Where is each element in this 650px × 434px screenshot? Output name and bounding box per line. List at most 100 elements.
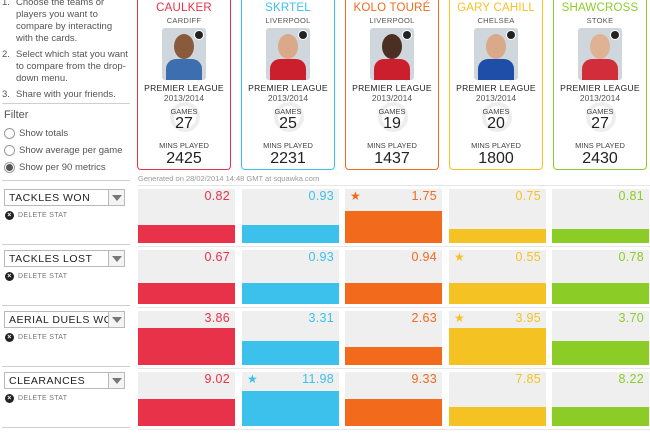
radio-button-selected[interactable] — [4, 162, 15, 173]
photo-head — [382, 34, 402, 59]
delete-stat-button[interactable]: × DELETE STAT — [5, 211, 67, 220]
mins-value: 1437 — [374, 150, 410, 167]
games-block: GAMES 27 — [138, 102, 230, 137]
stat-bar — [449, 229, 546, 243]
stat-value: 11.98 — [302, 372, 334, 386]
games-label: GAMES — [586, 107, 614, 116]
sidebar-divider — [2, 103, 130, 104]
filter-option-per-90[interactable]: Show per 90 metrics — [4, 162, 106, 173]
player-club: LIVERPOOL — [265, 16, 311, 25]
games-value: 19 — [383, 115, 401, 132]
filter-option-average-per-game[interactable]: Show average per game — [4, 145, 123, 156]
stat-cell: 1.75 ★ — [345, 189, 442, 243]
close-icon: × — [5, 272, 14, 281]
delete-stat-button[interactable]: × DELETE STAT — [5, 272, 67, 281]
stat-dropdown[interactable]: TACKLES LOST — [4, 250, 125, 267]
stat-cell: 9.02 — [138, 372, 235, 426]
stat-cell: 0.93 — [242, 189, 339, 243]
mins-value: 2430 — [582, 150, 618, 167]
club-badge-icon — [506, 30, 516, 40]
player-photo — [578, 28, 622, 80]
games-label: GAMES — [170, 107, 198, 116]
games-block: GAMES 25 — [242, 102, 334, 137]
chevron-down-icon[interactable] — [108, 312, 124, 327]
games-value: 27 — [175, 115, 193, 132]
stat-cell: 0.82 — [138, 189, 235, 243]
star-icon: ★ — [454, 311, 465, 325]
mins-value: 1800 — [478, 150, 514, 167]
mins-label: MINS PLAYED — [575, 141, 625, 150]
mins-value: 2231 — [270, 150, 306, 167]
stat-value: 0.78 — [618, 250, 644, 264]
games-ring — [482, 102, 512, 132]
step-text: Select which stat you want to compare fr… — [16, 49, 128, 84]
player-club: LIVERPOOL — [369, 16, 415, 25]
photo-head — [278, 34, 298, 59]
player-card[interactable]: KOLO TOURÉ LIVERPOOL PREMIER LEAGUE 2013… — [345, 0, 439, 170]
stat-dropdown[interactable]: CLEARANCES — [4, 372, 125, 389]
stat-cell: 7.85 — [449, 372, 546, 426]
club-badge-icon — [610, 30, 620, 40]
player-club: STOKE — [586, 16, 614, 25]
player-season: 2013/2014 — [579, 93, 621, 103]
stat-value: 0.93 — [308, 250, 334, 264]
stat-cell: 0.93 — [242, 250, 339, 304]
games-block: GAMES 19 — [346, 102, 438, 137]
stat-value: 3.31 — [308, 311, 334, 325]
games-label: GAMES — [482, 107, 510, 116]
chevron-down-icon[interactable] — [108, 251, 124, 266]
delete-stat-label: DELETE STAT — [18, 395, 68, 402]
player-card[interactable]: GARY CAHILL CHELSEA PREMIER LEAGUE 2013/… — [449, 0, 543, 170]
chevron-down-icon[interactable] — [108, 373, 124, 388]
delete-stat-button[interactable]: × DELETE STAT — [5, 394, 67, 403]
player-card[interactable]: CAULKER CARDIFF PREMIER LEAGUE 2013/2014… — [137, 0, 231, 170]
player-photo — [370, 28, 414, 80]
sidebar-divider — [2, 180, 130, 181]
delete-stat-label: DELETE STAT — [18, 273, 68, 280]
mins-label: MINS PLAYED — [159, 141, 209, 150]
radio-button[interactable] — [4, 145, 15, 156]
player-card[interactable]: SHAWCROSS STOKE PREMIER LEAGUE 2013/2014… — [553, 0, 647, 170]
stat-bar — [552, 407, 649, 426]
instruction-step-3: 3. Share with your friends. — [2, 89, 130, 101]
player-season: 2013/2014 — [475, 93, 517, 103]
delete-stat-button[interactable]: × DELETE STAT — [5, 333, 67, 342]
player-card[interactable]: SKRTEL LIVERPOOL PREMIER LEAGUE 2013/201… — [241, 0, 335, 170]
stat-bar — [552, 283, 649, 304]
row-divider — [138, 429, 650, 430]
delete-stat-label: DELETE STAT — [18, 334, 68, 341]
row-divider — [2, 366, 130, 367]
photo-head — [590, 34, 610, 59]
stat-value: 3.70 — [618, 311, 644, 325]
filter-option-label: Show average per game — [19, 145, 123, 156]
games-label: GAMES — [274, 107, 302, 116]
radio-button[interactable] — [4, 128, 15, 139]
stat-value: 0.82 — [204, 189, 230, 203]
filter-option-label: Show totals — [19, 128, 69, 139]
stat-value: 8.22 — [618, 372, 644, 386]
row-divider — [2, 244, 130, 245]
games-value: 27 — [591, 115, 609, 132]
stat-dropdown[interactable]: AERIAL DUELS WON — [4, 311, 125, 328]
mins-label: MINS PLAYED — [263, 141, 313, 150]
player-photo — [266, 28, 310, 80]
stat-value: 2.63 — [411, 311, 437, 325]
step-number: 1. — [2, 0, 10, 8]
mins-label: MINS PLAYED — [367, 141, 417, 150]
player-club: CHELSEA — [477, 16, 515, 25]
generated-timestamp: Generated on 28/02/2014 14:48 GMT at squ… — [138, 174, 320, 183]
chevron-down-icon[interactable] — [108, 190, 124, 205]
player-name: CAULKER — [156, 2, 212, 14]
instructions: 1. Choose the teams or players you want … — [2, 0, 130, 105]
stat-cell: 0.55 ★ — [449, 250, 546, 304]
row-divider — [138, 368, 650, 369]
step-text: Share with your friends. — [16, 89, 116, 100]
stat-cell: 0.81 — [552, 189, 649, 243]
stat-cell: 3.95 ★ — [449, 311, 546, 365]
stat-value: 0.75 — [515, 189, 541, 203]
stat-cell: 8.22 — [552, 372, 649, 426]
filter-option-totals[interactable]: Show totals — [4, 128, 68, 139]
step-text: Choose the teams or players you want to … — [16, 0, 113, 44]
stat-dropdown[interactable]: TACKLES WON — [4, 189, 125, 206]
stat-value: 0.94 — [411, 250, 437, 264]
